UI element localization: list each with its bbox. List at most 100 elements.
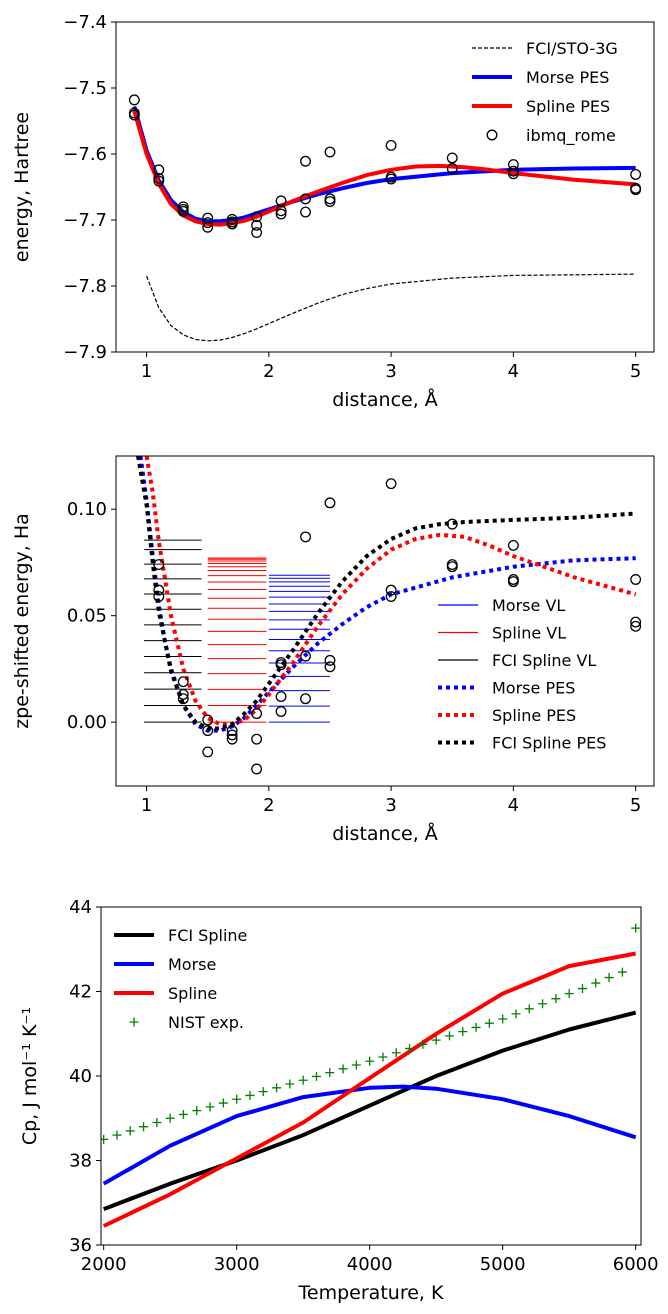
legend-label: Spline PES <box>492 706 576 725</box>
data-point-marker <box>507 168 519 180</box>
data-point-marker <box>275 205 287 217</box>
y-tick-label: 38 <box>69 1151 92 1172</box>
data-point-marker <box>202 714 214 726</box>
data-point-marker <box>251 733 263 745</box>
chart-panel-2: 1 2 3 4 5 0.00 0.05 0.10 distance, Å zpe-shifted … <box>11 455 655 845</box>
x-axis-label: distance, Å <box>332 388 438 411</box>
data-point-marker <box>251 219 263 231</box>
legend-label: Spline <box>168 984 217 1003</box>
data-point-marker <box>300 650 311 662</box>
x-tick-label: 2 <box>263 795 274 816</box>
x-tick-label: 6000 <box>613 1254 659 1275</box>
legend-label: Spline PES <box>526 97 610 116</box>
legend-marker <box>486 129 498 141</box>
x-axis-label: Temperature, K <box>298 1282 444 1304</box>
data-point-marker <box>226 218 238 230</box>
x-tick-label: 5 <box>630 361 641 382</box>
data-point-marker <box>177 693 189 705</box>
y-tick-label: −7.4 <box>63 12 107 33</box>
data-point-marker <box>275 706 287 717</box>
series-line <box>102 1010 637 1211</box>
y-tick-label: 42 <box>69 982 92 1003</box>
data-point-marker <box>630 574 642 585</box>
series-line <box>138 456 636 733</box>
legend-label: FCI Spline PES <box>492 734 606 753</box>
series-line <box>132 105 636 224</box>
y-tick-label: 36 <box>69 1235 92 1256</box>
legend-label: Spline VL <box>492 624 566 643</box>
plus-marker <box>325 1068 335 1078</box>
plus-marker <box>564 989 574 999</box>
data-point-marker <box>177 201 189 213</box>
data-point-marker <box>275 657 287 668</box>
legend-marker <box>129 1017 139 1027</box>
series-line <box>144 456 637 727</box>
plus-marker <box>405 1044 415 1054</box>
data-point-marker <box>153 164 165 176</box>
legend-label: ibmq_rome <box>526 126 616 146</box>
data-point-marker <box>446 559 458 571</box>
x-tick-label: 4 <box>508 795 519 816</box>
data-point-marker <box>177 689 189 700</box>
data-point-marker <box>300 531 311 543</box>
x-tick-label: 5 <box>630 795 641 816</box>
data-point-marker <box>153 584 165 596</box>
y-tick-label: 40 <box>69 1066 92 1087</box>
legend-label: FCI Spline VL <box>492 651 596 670</box>
plus-marker <box>604 973 614 983</box>
legend-label: Morse VL <box>492 596 565 615</box>
axes-frame <box>115 21 655 353</box>
data-point-marker <box>251 708 263 720</box>
y-tick-label: −7.6 <box>63 144 107 165</box>
data-point-marker <box>324 497 336 509</box>
data-point-marker <box>300 693 311 705</box>
plus-marker <box>498 1014 508 1024</box>
data-point-marker <box>226 213 238 225</box>
data-point-marker <box>385 173 397 185</box>
data-point-marker <box>226 733 238 745</box>
plus-marker <box>551 994 561 1004</box>
series-line <box>102 951 637 1228</box>
data-point-marker <box>630 616 642 628</box>
x-tick-label: 3000 <box>214 1254 260 1275</box>
data-point-marker <box>446 152 458 164</box>
legend-label: Morse PES <box>492 679 575 698</box>
x-tick-label: 4000 <box>347 1254 393 1275</box>
x-tick-label: 4 <box>508 361 519 382</box>
plus-marker <box>232 1094 242 1104</box>
y-tick-label: 0.00 <box>67 712 107 733</box>
data-point-marker <box>385 584 397 596</box>
plus-marker <box>139 1122 149 1132</box>
plus-marker <box>245 1090 255 1100</box>
legend: FCI Spline Morse Spline NIST exp. <box>114 926 247 1032</box>
data-point-marker <box>324 196 336 207</box>
data-point-marker <box>251 211 263 223</box>
y-tick-label: 0.10 <box>67 499 107 520</box>
plus-marker <box>418 1039 428 1049</box>
plus-marker <box>165 1113 175 1123</box>
data-point-marker <box>630 184 642 196</box>
data-point-marker <box>385 591 397 602</box>
data-point-marker <box>251 227 263 238</box>
x-tick-label: 1 <box>141 795 152 816</box>
data-point-marker <box>226 725 238 737</box>
y-tick-label: −7.7 <box>63 210 107 231</box>
plus-marker <box>378 1052 388 1062</box>
plus-marker <box>365 1056 375 1066</box>
x-tick-label: 5000 <box>480 1254 526 1275</box>
data-point-marker <box>385 139 397 151</box>
chart-panel-3: 2000 3000 4000 5000 6000 36 38 40 42 44 Temperatur… <box>19 897 659 1304</box>
plus-marker <box>285 1079 295 1089</box>
data-point-marker <box>630 620 642 632</box>
plus-marker <box>617 967 627 977</box>
plus-marker <box>458 1027 468 1037</box>
data-point-marker <box>275 691 287 703</box>
plus-marker <box>152 1117 162 1127</box>
plus-marker <box>524 1004 534 1014</box>
plus-marker <box>258 1087 268 1097</box>
data-point-marker <box>153 591 165 602</box>
data-point-marker <box>202 746 214 758</box>
data-point-marker <box>324 654 336 666</box>
data-point-marker <box>275 208 287 220</box>
